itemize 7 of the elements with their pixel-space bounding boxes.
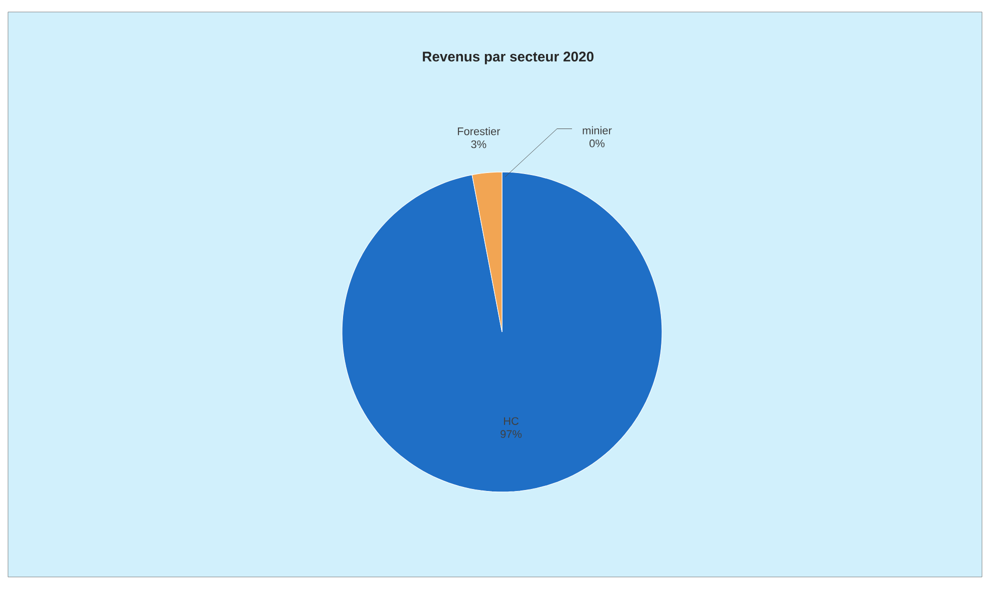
slice-label: Forestier <box>458 127 500 136</box>
category-label: minier <box>582 126 612 134</box>
chart-title: Revenus par secteur 2020 <box>422 52 594 64</box>
data-label: 3% <box>471 140 486 148</box>
text: 0% <box>590 140 605 148</box>
slice-label: HC <box>504 417 519 425</box>
data-label: 97% <box>500 430 522 438</box>
